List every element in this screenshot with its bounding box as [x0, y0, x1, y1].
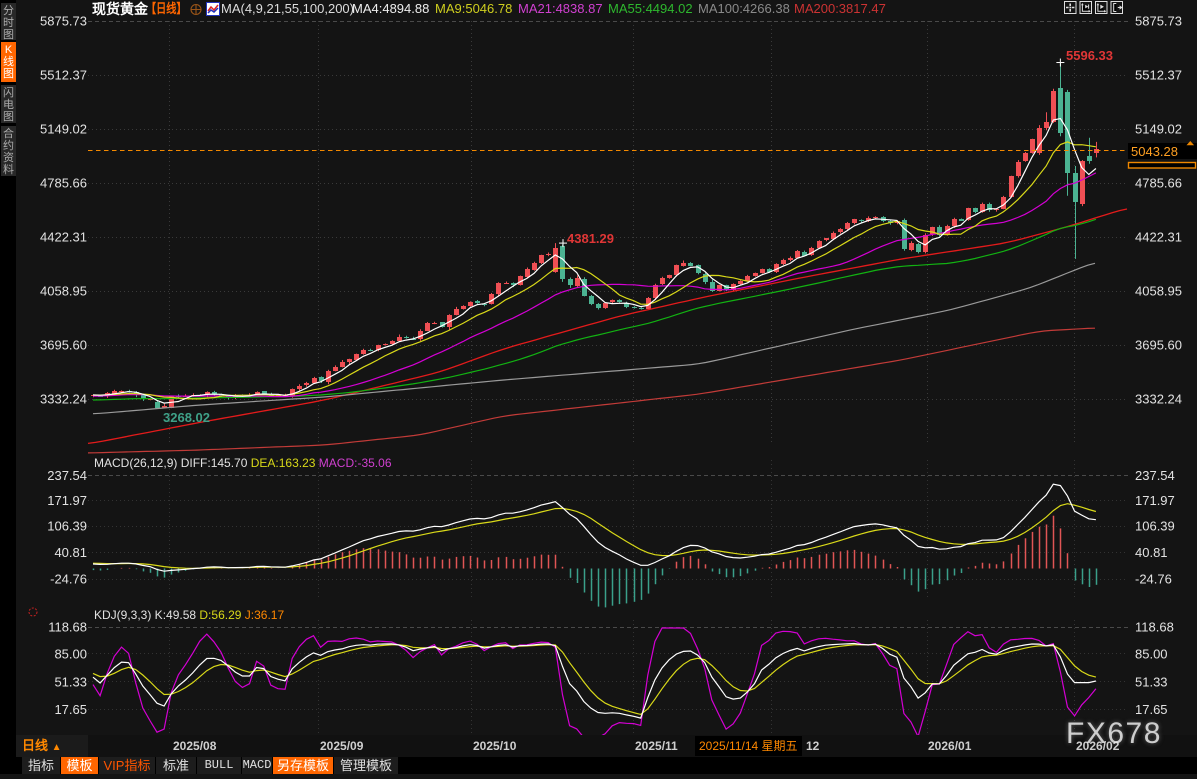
svg-text:4422.31: 4422.31 — [40, 230, 87, 245]
svg-text:4381.29: 4381.29 — [567, 231, 614, 246]
svg-text:85.00: 85.00 — [54, 646, 87, 661]
svg-text:51.33: 51.33 — [1135, 674, 1168, 689]
svg-text:KDJ(9,3,3) K:49.58 D:56.29 J:3: KDJ(9,3,3) K:49.58 D:56.29 J:36.17 — [94, 608, 284, 622]
svg-text:237.54: 237.54 — [1135, 468, 1175, 483]
svg-text:4058.95: 4058.95 — [1135, 284, 1182, 299]
svg-text:5596.33: 5596.33 — [1066, 48, 1113, 63]
svg-text:17.65: 17.65 — [1135, 702, 1168, 717]
svg-text:171.97: 171.97 — [1135, 493, 1175, 508]
svg-text:3268.02: 3268.02 — [163, 410, 210, 425]
svg-text:3695.60: 3695.60 — [1135, 338, 1182, 353]
svg-text:5875.73: 5875.73 — [1135, 14, 1182, 29]
svg-text:5512.37: 5512.37 — [1135, 68, 1182, 83]
svg-text:MACD(26,12,9) DIFF:145.70 DEA:: MACD(26,12,9) DIFF:145.70 DEA:163.23 MAC… — [94, 456, 392, 470]
svg-text:4422.31: 4422.31 — [1135, 230, 1182, 245]
svg-text:85.00: 85.00 — [1135, 646, 1168, 661]
svg-text:51.33: 51.33 — [54, 674, 87, 689]
svg-text:5043.28: 5043.28 — [1131, 144, 1178, 159]
svg-text:-24.76: -24.76 — [50, 572, 87, 587]
svg-text:5149.02: 5149.02 — [40, 122, 87, 137]
svg-text:4058.95: 4058.95 — [40, 284, 87, 299]
svg-text:5875.73: 5875.73 — [40, 14, 87, 29]
svg-text:118.68: 118.68 — [1135, 620, 1174, 635]
svg-text:3332.24: 3332.24 — [40, 392, 87, 407]
svg-text:5149.02: 5149.02 — [1135, 122, 1182, 137]
svg-text:3695.60: 3695.60 — [40, 338, 87, 353]
svg-text:17.65: 17.65 — [54, 702, 87, 717]
svg-text:-24.76: -24.76 — [1135, 572, 1172, 587]
svg-text:5512.37: 5512.37 — [40, 68, 87, 83]
svg-text:3332.24: 3332.24 — [1135, 392, 1182, 407]
svg-text:106.39: 106.39 — [47, 519, 87, 534]
svg-text:40.81: 40.81 — [54, 545, 87, 560]
svg-text:171.97: 171.97 — [47, 493, 87, 508]
svg-text:237.54: 237.54 — [47, 468, 87, 483]
svg-text:118.68: 118.68 — [48, 620, 87, 635]
svg-text:106.39: 106.39 — [1135, 519, 1175, 534]
svg-text:4785.66: 4785.66 — [40, 176, 87, 191]
svg-text:4785.66: 4785.66 — [1135, 176, 1182, 191]
svg-text:40.81: 40.81 — [1135, 545, 1168, 560]
